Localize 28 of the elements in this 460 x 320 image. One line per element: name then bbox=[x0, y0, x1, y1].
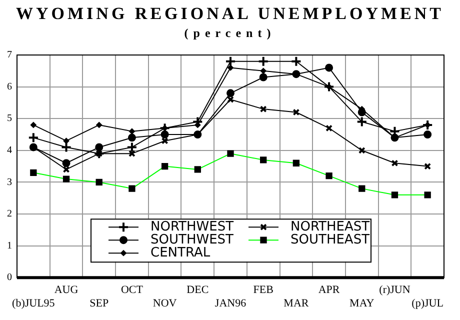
y-tick-label: 5 bbox=[7, 113, 12, 124]
legend-label: NORTHEAST bbox=[290, 219, 370, 234]
legend-label: CENTRAL bbox=[150, 245, 211, 260]
x-tick-label: SEP bbox=[90, 297, 109, 310]
legend-label: NORTHWEST bbox=[150, 219, 234, 234]
x-tick-label: (r)JUN bbox=[379, 284, 410, 296]
x-tick-label: AUG bbox=[54, 284, 78, 296]
x-tick-label: NOV bbox=[152, 297, 177, 310]
x-tick-label: MAR bbox=[284, 297, 310, 310]
x-tick-label: (b)JUL95 bbox=[12, 297, 56, 310]
y-tick-label: 6 bbox=[7, 81, 12, 92]
x-tick-label: JAN96 bbox=[214, 297, 247, 310]
y-tick-label: 1 bbox=[7, 240, 12, 252]
chart-subtitle: (percent) bbox=[183, 26, 277, 41]
y-tick-label: 3 bbox=[7, 176, 12, 188]
legend-label: SOUTHEAST bbox=[290, 232, 370, 248]
y-tick-label: 7 bbox=[7, 50, 12, 61]
x-tick-label: FEB bbox=[253, 284, 274, 296]
legend-label: SOUTHWEST bbox=[150, 232, 234, 248]
y-tick-label: 0 bbox=[7, 272, 12, 284]
x-tick-label: (p)JUL bbox=[412, 297, 444, 310]
y-tick-label: 4 bbox=[7, 145, 12, 156]
y-tick-label: 2 bbox=[7, 208, 12, 220]
x-tick-label: OCT bbox=[120, 284, 144, 296]
x-tick-label: MAY bbox=[350, 297, 374, 310]
x-tick-label: APR bbox=[318, 284, 340, 296]
chart-title: WYOMING REGIONAL UNEMPLOYMENT bbox=[15, 4, 445, 24]
x-tick-label: DEC bbox=[186, 284, 209, 296]
